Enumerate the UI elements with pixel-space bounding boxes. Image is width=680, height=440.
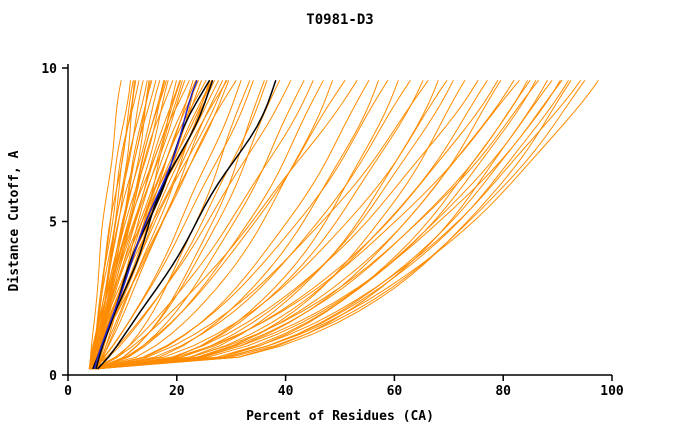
- prediction-curve-orange: [98, 80, 515, 370]
- prediction-curve-orange: [95, 80, 582, 370]
- highlight-curve-blue: [93, 80, 198, 370]
- prediction-curve-orange: [95, 80, 528, 370]
- prediction-curve-orange: [95, 80, 439, 370]
- prediction-curve-orange: [89, 80, 334, 370]
- prediction-curve-orange: [95, 80, 454, 370]
- prediction-curve-orange: [89, 80, 242, 370]
- prediction-curve-orange: [95, 80, 569, 370]
- prediction-curve-orange: [89, 80, 268, 370]
- prediction-curve-orange: [95, 80, 379, 370]
- prediction-curve-orange: [94, 80, 161, 369]
- prediction-curve-orange: [91, 80, 389, 370]
- prediction-curve-orange: [89, 80, 466, 370]
- prediction-curve-orange: [89, 80, 429, 370]
- prediction-curve-orange: [88, 80, 214, 369]
- prediction-curve-orange: [91, 80, 488, 370]
- reference-curve-black: [92, 79, 211, 370]
- prediction-curve-orange: [89, 80, 411, 370]
- prediction-curve-orange: [92, 80, 448, 370]
- x-tick-label: 20: [169, 384, 185, 399]
- y-tick-label: 5: [49, 216, 57, 231]
- x-axis-label: Percent of Residues (CA): [246, 409, 434, 424]
- x-tick-label: 100: [600, 384, 624, 399]
- y-ticks-group: 0 5 10: [41, 62, 68, 384]
- prediction-curve-orange: [89, 79, 539, 370]
- y-axis-label: Distance Cutoff, A: [7, 150, 22, 291]
- prediction-curve-orange: [89, 79, 520, 370]
- prediction-curve-orange: [92, 80, 314, 370]
- prediction-curve-orange: [95, 80, 599, 370]
- prediction-curve-orange: [94, 80, 228, 370]
- x-tick-label: 0: [64, 384, 72, 399]
- y-tick-label: 10: [41, 62, 57, 77]
- x-tick-label: 80: [495, 384, 511, 399]
- chart-title: T0981-D3: [306, 12, 373, 28]
- prediction-curve-orange: [89, 80, 122, 369]
- prediction-curve-orange: [91, 80, 254, 370]
- prediction-curve-orange: [89, 80, 186, 370]
- prediction-curve-orange: [89, 80, 586, 370]
- prediction-curve-orange: [98, 80, 424, 370]
- prediction-curve-orange: [95, 80, 346, 370]
- prediction-curve-orange: [97, 80, 281, 370]
- x-tick-label: 60: [387, 384, 403, 399]
- prediction-curve-orange: [94, 80, 265, 370]
- y-tick-label: 0: [49, 369, 57, 384]
- prediction-curve-orange: [88, 80, 182, 369]
- prediction-curve-orange: [95, 80, 224, 370]
- prediction-curve-orange: [92, 80, 358, 370]
- prediction-curve-orange: [95, 80, 479, 370]
- x-ticks-group: 0 20 40 60 80 100: [64, 375, 624, 399]
- x-tick-label: 40: [278, 384, 294, 399]
- prediction-curve-orange: [94, 80, 305, 370]
- prediction-curve-orange: [89, 80, 292, 370]
- axes-group: 0 20 40 60 80 100 0 5 10: [41, 62, 624, 399]
- curves-group: [88, 79, 599, 370]
- prediction-curve-orange: [95, 80, 537, 370]
- prediction-curve-orange: [92, 79, 553, 370]
- reference-curve-black: [97, 80, 277, 370]
- prediction-curve-orange: [89, 80, 563, 370]
- prediction-curve-orange: [97, 80, 237, 370]
- prediction-curve-orange: [92, 80, 140, 369]
- prediction-curve-orange: [97, 80, 216, 370]
- prediction-curve-orange: [94, 80, 197, 369]
